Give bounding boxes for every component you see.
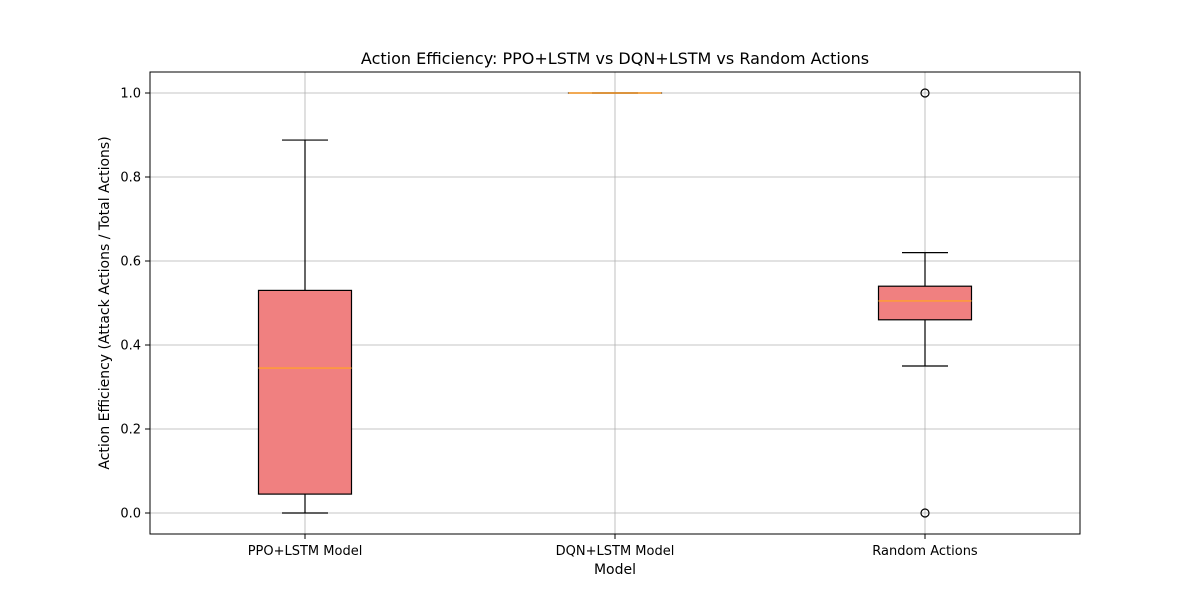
y-tick-label: 0.6 — [120, 255, 141, 270]
tick-layer: 0.0 0.2 0.4 0.6 0.8 1.0 PPO+LSTM Model DQN+LSTM… — [120, 87, 978, 560]
iqr-box — [257, 289, 353, 495]
chart-title: Action Efficiency: PPO+LSTM vs DQN+LSTM … — [361, 49, 869, 68]
x-tick-label: Random Actions — [872, 544, 978, 559]
y-tick-label: 1.0 — [120, 87, 141, 102]
y-tick-label: 0.8 — [120, 171, 141, 186]
box-group — [257, 139, 353, 514]
iqr-box — [877, 285, 973, 321]
box-layer — [257, 88, 973, 518]
y-tick-label: 0.4 — [120, 339, 141, 354]
y-tick-label: 0.0 — [120, 507, 141, 522]
outlier-point — [920, 508, 930, 518]
box-group — [877, 88, 973, 518]
x-tick-label: PPO+LSTM Model — [248, 544, 363, 559]
y-axis-label: Action Efficiency (Attack Actions / Tota… — [97, 136, 113, 469]
x-axis-label: Model — [594, 562, 636, 578]
y-tick-label: 0.2 — [120, 423, 141, 438]
outlier-point — [920, 88, 930, 98]
x-tick-label: DQN+LSTM Model — [556, 544, 675, 559]
